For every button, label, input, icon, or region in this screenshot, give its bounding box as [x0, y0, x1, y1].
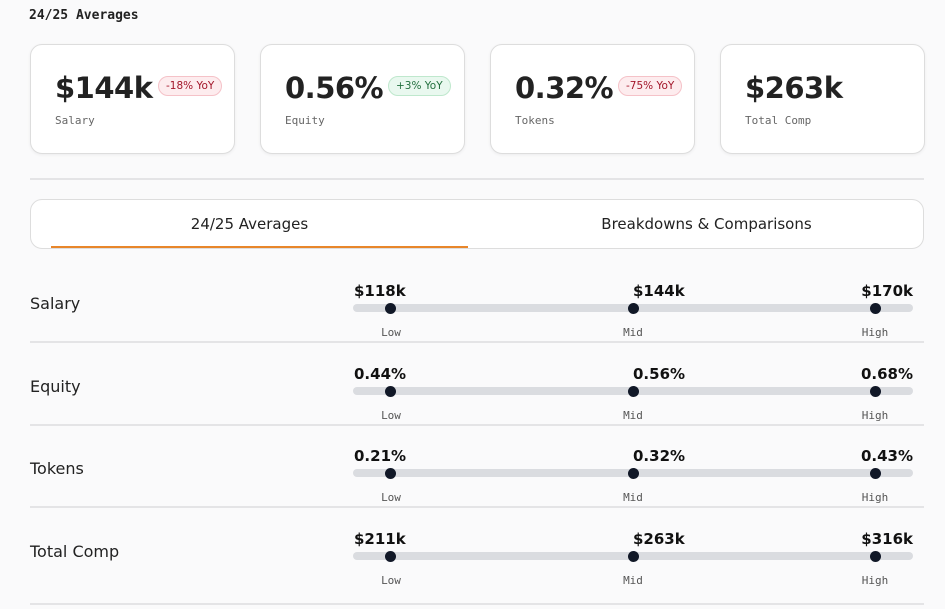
yoy-badge: -75% YoY: [618, 76, 683, 96]
mid-value: 0.32%: [633, 447, 686, 465]
mid-value: $144k: [633, 282, 685, 300]
tab-bar: 24/25 Averages Breakdowns & Comparisons: [30, 199, 924, 249]
low-marker: [385, 303, 396, 314]
mid-marker: [628, 468, 639, 479]
low-label: Low: [381, 409, 401, 422]
mid-marker: [628, 303, 639, 314]
row-divider: [30, 506, 924, 508]
card-label: Equity: [285, 114, 325, 127]
mid-marker: [628, 551, 639, 562]
card-value: $144k: [55, 71, 153, 105]
row-label: Tokens: [30, 459, 84, 478]
row-divider: [30, 603, 924, 605]
low-marker: [385, 386, 396, 397]
card-label: Salary: [55, 114, 95, 127]
mid-label: Mid: [623, 574, 643, 587]
mid-value: $263k: [633, 530, 685, 548]
row-label: Equity: [30, 377, 81, 396]
range-row-total-comp: Total Comp $211k $263k $316k Low Mid Hig…: [30, 512, 924, 595]
high-label: High: [861, 409, 889, 422]
low-value: $211k: [354, 530, 406, 548]
range-row-tokens: Tokens 0.21% 0.32% 0.43% Low Mid High: [30, 429, 924, 512]
high-marker: [870, 468, 881, 479]
high-marker: [870, 303, 881, 314]
row-label: Total Comp: [30, 542, 120, 561]
low-marker: [385, 468, 396, 479]
section-title: 24/25 Averages: [29, 8, 139, 23]
range-row-salary: Salary $118k $144k $170k Low Mid High: [30, 264, 924, 347]
row-label: Salary: [30, 294, 81, 313]
range-row-equity: Equity 0.44% 0.56% 0.68% Low Mid High: [30, 347, 924, 430]
card-equity: 0.56% +3% YoY Equity: [260, 44, 465, 154]
yoy-badge: -18% YoY: [158, 76, 223, 96]
row-divider: [30, 424, 924, 426]
mid-marker: [628, 386, 639, 397]
low-value: $118k: [354, 282, 406, 300]
card-tokens: 0.32% -75% YoY Tokens: [490, 44, 695, 154]
card-label: Tokens: [515, 114, 555, 127]
yoy-badge: +3% YoY: [388, 76, 451, 96]
tab-breakdowns[interactable]: Breakdowns & Comparisons: [601, 215, 812, 233]
card-value: $263k: [745, 71, 843, 105]
high-marker: [870, 551, 881, 562]
mid-label: Mid: [623, 409, 643, 422]
high-label: High: [861, 491, 889, 504]
card-salary: $144k -18% YoY Salary: [30, 44, 235, 154]
mid-value: 0.56%: [633, 365, 686, 383]
card-label: Total Comp: [745, 114, 812, 127]
mid-label: Mid: [623, 491, 643, 504]
high-value: $316k: [861, 530, 913, 548]
card-total-comp: $263k Total Comp: [720, 44, 925, 154]
low-label: Low: [381, 491, 401, 504]
high-value: $170k: [861, 282, 913, 300]
low-label: Low: [381, 574, 401, 587]
low-value: 0.21%: [354, 447, 407, 465]
high-label: High: [861, 326, 889, 339]
high-label: High: [861, 574, 889, 587]
mid-label: Mid: [623, 326, 643, 339]
low-label: Low: [381, 326, 401, 339]
low-marker: [385, 551, 396, 562]
high-value: 0.68%: [860, 365, 913, 383]
row-divider: [30, 341, 924, 343]
low-value: 0.44%: [354, 365, 407, 383]
card-value: 0.56%: [285, 71, 384, 105]
tab-averages[interactable]: 24/25 Averages: [31, 200, 468, 248]
card-value: 0.32%: [515, 71, 614, 105]
high-marker: [870, 386, 881, 397]
divider: [30, 178, 924, 180]
high-value: 0.43%: [860, 447, 913, 465]
